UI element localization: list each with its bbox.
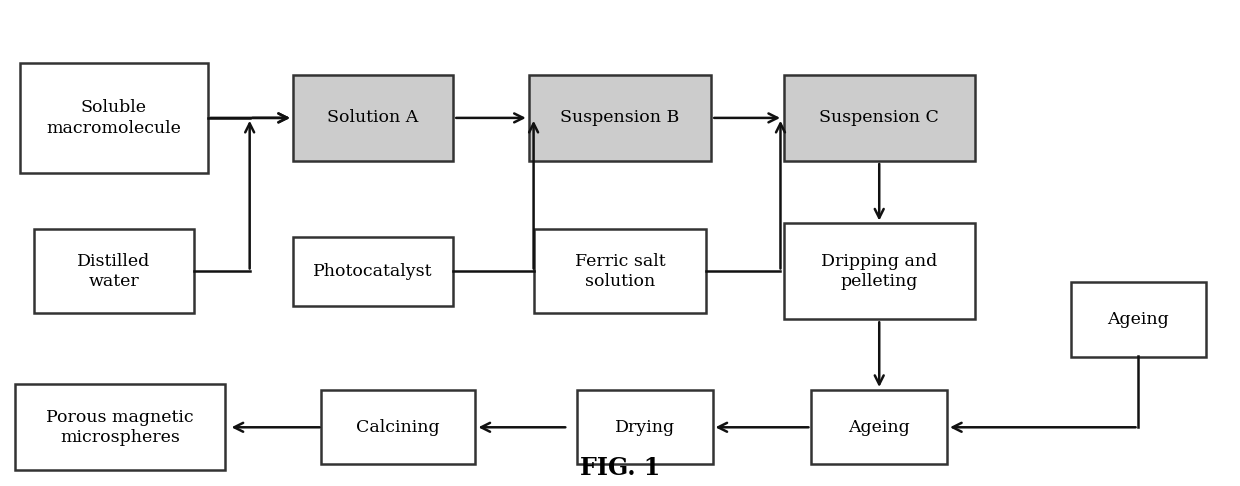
FancyBboxPatch shape xyxy=(784,224,975,319)
FancyBboxPatch shape xyxy=(577,390,713,465)
FancyBboxPatch shape xyxy=(811,390,947,465)
Text: Calcining: Calcining xyxy=(356,419,440,436)
FancyBboxPatch shape xyxy=(533,229,707,313)
Text: Distilled
water: Distilled water xyxy=(77,253,150,290)
Text: Photocatalyst: Photocatalyst xyxy=(314,263,433,280)
Text: Dripping and
pelleting: Dripping and pelleting xyxy=(821,253,937,290)
FancyBboxPatch shape xyxy=(321,390,475,465)
Text: Porous magnetic
microspheres: Porous magnetic microspheres xyxy=(46,409,193,446)
Text: Suspension C: Suspension C xyxy=(820,109,939,126)
FancyBboxPatch shape xyxy=(784,75,975,161)
Text: Solution A: Solution A xyxy=(327,109,419,126)
FancyBboxPatch shape xyxy=(33,229,195,313)
FancyBboxPatch shape xyxy=(15,384,224,470)
Text: FIG. 1: FIG. 1 xyxy=(580,456,660,480)
FancyBboxPatch shape xyxy=(293,75,454,161)
FancyBboxPatch shape xyxy=(1070,282,1207,357)
FancyBboxPatch shape xyxy=(20,63,207,173)
Text: Drying: Drying xyxy=(615,419,675,436)
FancyBboxPatch shape xyxy=(293,237,454,306)
Text: Suspension B: Suspension B xyxy=(560,109,680,126)
Text: Ageing: Ageing xyxy=(1107,311,1169,328)
Text: Ferric salt
solution: Ferric salt solution xyxy=(574,253,666,290)
Text: Soluble
macromolecule: Soluble macromolecule xyxy=(46,99,181,137)
FancyBboxPatch shape xyxy=(528,75,712,161)
Text: Ageing: Ageing xyxy=(848,419,910,436)
